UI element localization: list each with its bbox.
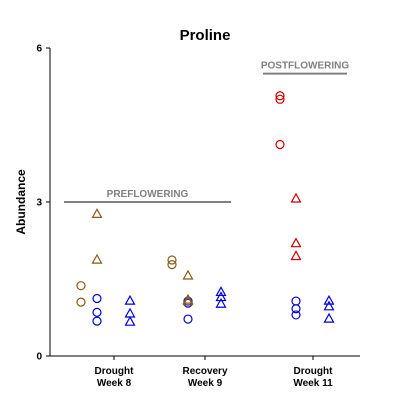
- data-point-circle: [93, 308, 101, 316]
- data-point-circle: [276, 141, 284, 149]
- x-tick-label: Drought Week 11: [293, 366, 333, 389]
- x-ticks: Drought Week 8 Recovery Week 9 Drought Week 1…: [95, 356, 334, 389]
- y-tick-label: 0: [36, 352, 42, 363]
- data-point-triangle: [126, 296, 135, 304]
- x-tick-label: Recovery Week 9: [182, 366, 227, 389]
- chart-title: Proline: [180, 27, 231, 44]
- data-point-circle: [292, 297, 300, 305]
- data-point-triangle: [292, 194, 301, 202]
- reference-line-label: POSTFLOWERING: [261, 61, 350, 72]
- data-point-circle: [168, 256, 176, 264]
- data-point-triangle: [93, 255, 102, 263]
- data-point-triangle: [325, 314, 334, 322]
- data-point-triangle: [184, 271, 193, 279]
- y-tick-label: 3: [36, 198, 42, 209]
- reference-lines: PREFLOWERING POSTFLOWERING: [64, 61, 349, 202]
- data-point-circle: [168, 261, 176, 269]
- data-point-circle: [184, 315, 192, 323]
- y-tick-label: 6: [36, 44, 42, 55]
- y-axis-label: Abundance: [14, 169, 28, 235]
- data-point-triangle: [126, 309, 135, 317]
- data-points: [77, 92, 334, 325]
- data-point-circle: [93, 317, 101, 325]
- data-point-triangle: [126, 317, 135, 325]
- reference-line-label: PREFLOWERING: [107, 189, 189, 200]
- data-point-circle: [77, 298, 85, 306]
- x-tick-label: Drought Week 8: [95, 366, 135, 389]
- data-point-circle: [93, 295, 101, 303]
- y-ticks: 0 3 6: [36, 44, 50, 363]
- data-point-triangle: [325, 296, 334, 304]
- data-point-circle: [292, 311, 300, 319]
- data-point-circle: [77, 282, 85, 290]
- data-point-triangle: [292, 239, 301, 247]
- data-point-triangle: [93, 209, 102, 217]
- data-point-triangle: [292, 251, 301, 259]
